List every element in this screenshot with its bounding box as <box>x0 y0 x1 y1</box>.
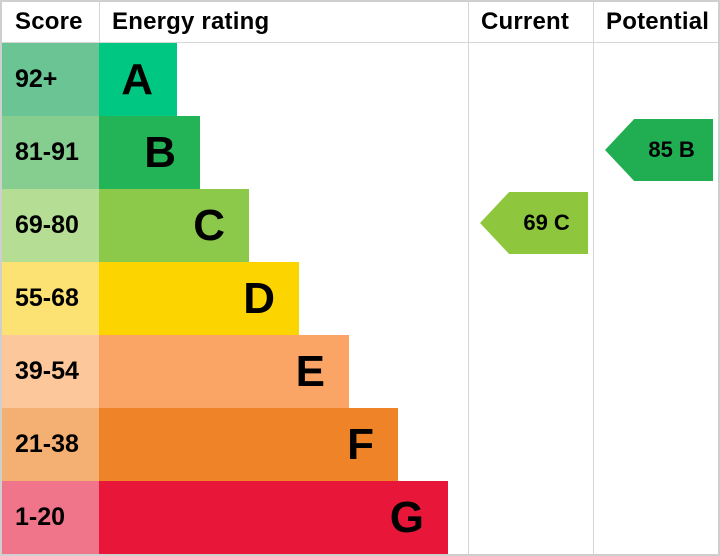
band-score-range: 1-20 <box>2 481 99 554</box>
band-row: 39-54 E <box>2 335 718 408</box>
potential-column-divider <box>593 2 594 554</box>
band-bar: D <box>99 262 299 335</box>
band-score-range: 69-80 <box>2 189 99 262</box>
header-potential: Potential <box>606 8 710 35</box>
band-bar: B <box>99 116 200 189</box>
band-row: 92+ A <box>2 43 718 116</box>
current-column-divider <box>468 2 469 554</box>
band-bar: F <box>99 408 398 481</box>
band-row: 1-20 G <box>2 481 718 554</box>
band-letter: F <box>347 419 374 469</box>
band-bar: A <box>99 43 177 116</box>
band-row: 69-80 C <box>2 189 718 262</box>
band-row: 55-68 D <box>2 262 718 335</box>
score-column-divider <box>99 2 100 43</box>
header-current: Current <box>481 8 570 35</box>
band-letter: C <box>193 200 225 250</box>
band-bar: E <box>99 335 349 408</box>
chart-header: Score Energy rating Current Potential <box>2 2 718 43</box>
epc-body: 92+ A 81-91 B 69-80 C 55-68 D 39-54 E 21… <box>2 43 718 554</box>
header-score: Score <box>15 8 83 35</box>
header-energy-rating: Energy rating <box>112 8 270 35</box>
band-row: 21-38 F <box>2 408 718 481</box>
band-bar: C <box>99 189 249 262</box>
band-letter: D <box>243 273 275 323</box>
band-score-range: 81-91 <box>2 116 99 189</box>
band-bar: G <box>99 481 448 554</box>
band-score-range: 39-54 <box>2 335 99 408</box>
band-score-range: 92+ <box>2 43 99 116</box>
band-score-range: 21-38 <box>2 408 99 481</box>
band-letter: G <box>389 492 424 542</box>
potential-rating-label: 85 B <box>648 137 695 162</box>
band-score-range: 55-68 <box>2 262 99 335</box>
band-letter: E <box>295 346 325 396</box>
current-rating-label: 69 C <box>523 210 570 235</box>
band-letter: A <box>121 54 153 104</box>
band-letter: B <box>144 127 176 177</box>
band-row: 81-91 B <box>2 116 718 189</box>
